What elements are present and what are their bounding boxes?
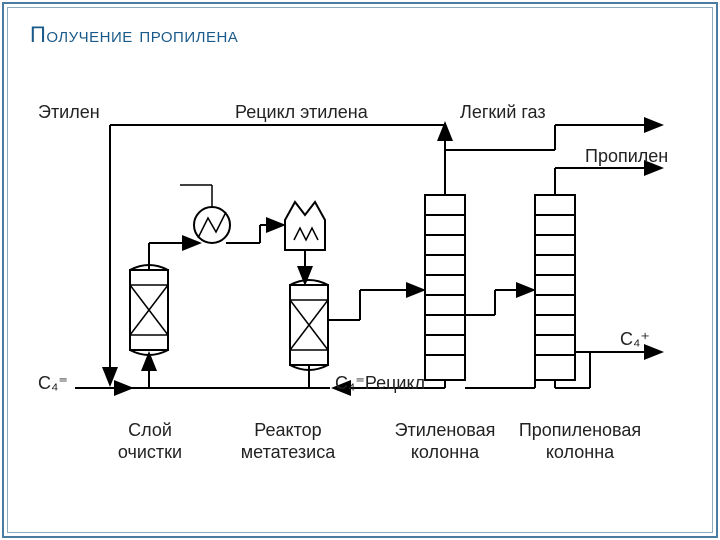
label-c4-out: C₄⁺ [620, 329, 650, 350]
propylene-column [535, 195, 575, 380]
label-c4-recycle: C₄⁼Рецикл [335, 373, 425, 394]
label-reactor-1: Реактор [254, 420, 321, 441]
label-c4-in: C₄⁼ [38, 373, 68, 394]
label-propylene-out: Пропилен [585, 146, 668, 167]
slide-title: Получение пропилена [30, 22, 238, 48]
guard-bed [130, 265, 168, 355]
label-ethylene-recycle: Рецикл этилена [235, 102, 368, 123]
label-ethylene-in: Этилен [38, 102, 100, 123]
label-guard-bed-2: очистки [118, 442, 182, 463]
ethylene-column [425, 195, 465, 380]
label-guard-bed-1: Слой [128, 420, 172, 441]
label-pcol-2: колонна [546, 442, 614, 463]
label-reactor-2: метатезиса [241, 442, 335, 463]
label-ecol-1: Этиленовая [395, 420, 496, 441]
furnace-heater [285, 202, 325, 250]
label-pcol-1: Пропиленовая [519, 420, 641, 441]
label-ecol-2: колонна [411, 442, 479, 463]
heat-exchanger [194, 207, 230, 243]
metathesis-reactor [290, 280, 328, 370]
process-flow-diagram: Этилен Рецикл этилена Легкий газ Пропиле… [30, 90, 690, 490]
label-light-gas: Легкий газ [460, 102, 546, 123]
